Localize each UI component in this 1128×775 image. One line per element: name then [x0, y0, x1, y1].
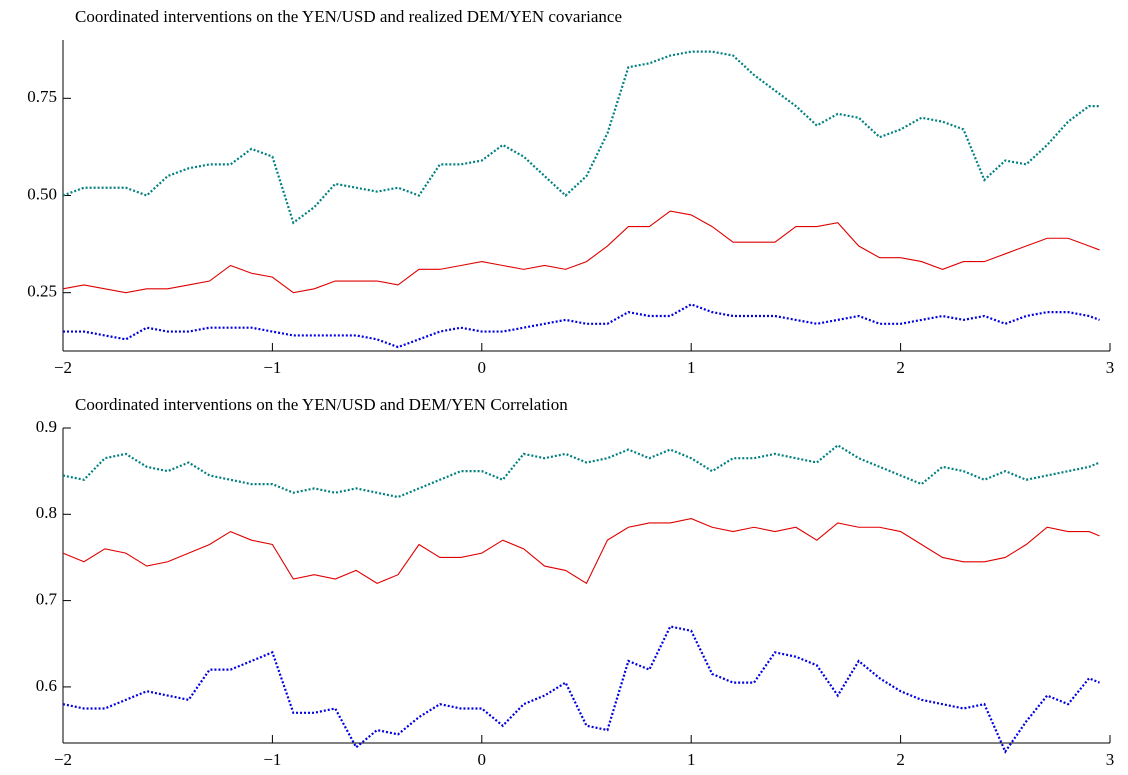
y-tick-label: 0.75 [27, 87, 57, 106]
y-tick-label: 0.8 [36, 503, 57, 522]
x-tick-label: −2 [54, 358, 72, 377]
y-tick-label: 0.25 [27, 282, 57, 301]
x-tick-label: 1 [687, 358, 696, 377]
x-tick-label: 0 [478, 358, 487, 377]
series-line [62, 50, 1100, 225]
series-line [62, 518, 1100, 585]
x-tick-label: 1 [687, 750, 696, 769]
x-tick-label: 3 [1106, 750, 1115, 769]
chart-title: Coordinated interventions on the YEN/USD… [75, 395, 568, 414]
y-tick-label: 0.50 [27, 184, 57, 203]
series-line [62, 210, 1100, 294]
x-tick-label: 2 [896, 358, 905, 377]
chart-title: Coordinated interventions on the YEN/USD… [75, 7, 622, 26]
x-tick-label: −2 [54, 750, 72, 769]
x-tick-label: −1 [263, 750, 281, 769]
x-tick-label: 3 [1106, 358, 1115, 377]
y-tick-label: 0.6 [36, 676, 57, 695]
series-line [62, 625, 1100, 754]
y-tick-label: 0.9 [36, 417, 57, 436]
series-line [62, 443, 1100, 499]
y-tick-label: 0.7 [36, 590, 58, 609]
x-tick-label: 2 [896, 750, 905, 769]
x-tick-label: −1 [263, 358, 281, 377]
series-line [63, 303, 1100, 349]
x-tick-label: 0 [478, 750, 487, 769]
